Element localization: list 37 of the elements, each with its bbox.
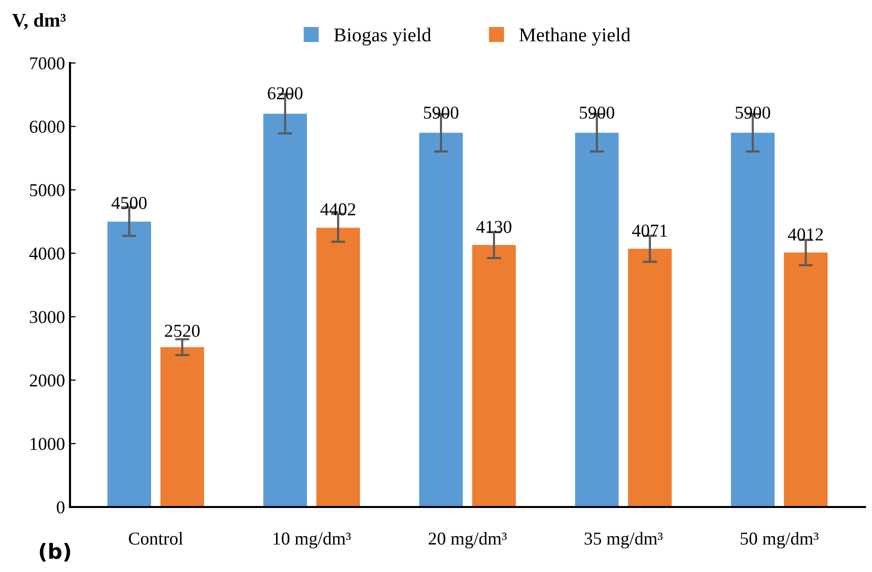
- legend-label: Methane yield: [519, 28, 630, 46]
- data-label: 2520: [164, 324, 200, 337]
- x-tick-label: 35 mg/dm³: [584, 532, 663, 548]
- bar: [784, 252, 828, 507]
- bar: [730, 132, 775, 507]
- x-tick-label: 50 mg/dm³: [740, 532, 818, 548]
- data-label: 4500: [112, 196, 147, 210]
- bar: [263, 114, 307, 507]
- bar: [107, 222, 152, 507]
- bar: [575, 132, 619, 507]
- data-label: 5900: [424, 106, 458, 119]
- y-tick-label: 2000: [30, 374, 64, 387]
- data-label: 4071: [632, 224, 667, 237]
- x-tick-label: Control: [128, 532, 183, 545]
- bar: [628, 248, 672, 507]
- bar: [472, 245, 516, 507]
- bar: [160, 347, 204, 507]
- x-tick-label: 20 mg/dm³: [428, 532, 507, 548]
- data-label: 5900: [580, 106, 614, 119]
- y-tick-label: 4000: [29, 248, 64, 260]
- y-tick-label: 3000: [30, 310, 64, 324]
- data-label: 4402: [320, 203, 356, 216]
- data-label: 5900: [736, 106, 770, 119]
- text: (b): [40, 542, 70, 562]
- y-tick-label: 0: [56, 501, 64, 514]
- legend-label: Biogas yield: [334, 28, 432, 46]
- y-tick-label: 7000: [30, 57, 64, 70]
- y-tick-label: 6000: [30, 120, 64, 133]
- y-axis-title: V, dm³: [12, 13, 66, 30]
- data-label: 4012: [788, 228, 823, 241]
- data-label: 6200: [268, 87, 302, 100]
- data-label: 4130: [476, 220, 512, 234]
- x-tick-label: 10 mg/dm³: [274, 532, 351, 548]
- bar: [419, 132, 463, 507]
- y-tick-label: 1000: [30, 438, 64, 450]
- bar: [316, 228, 360, 507]
- y-tick-label: 5000: [30, 184, 64, 196]
